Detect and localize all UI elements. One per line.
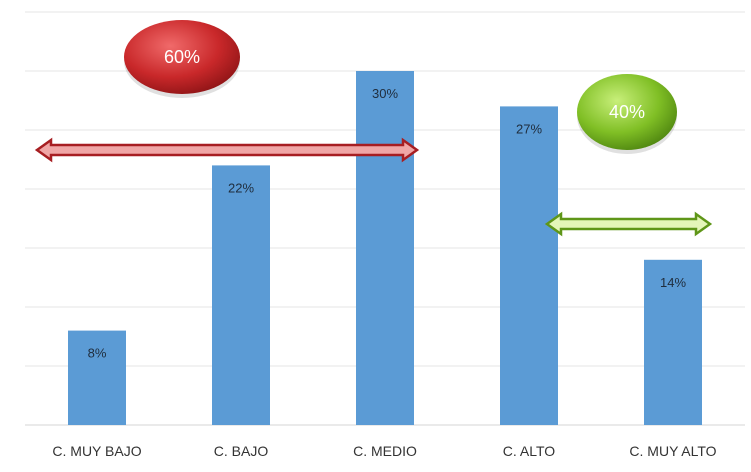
annotations: 60% 40%	[34, 20, 713, 237]
x-tick-label: C. MEDIO	[353, 443, 417, 459]
data-labels: 8% 22% 30% 27% 14%	[88, 86, 687, 361]
bars	[68, 71, 702, 426]
bar	[644, 259, 702, 425]
bar	[212, 165, 270, 425]
bar	[500, 106, 558, 426]
badge-label: 60%	[164, 47, 200, 67]
badge-oval	[577, 74, 677, 150]
bar	[356, 71, 414, 425]
data-label: 30%	[372, 86, 398, 101]
data-label: 8%	[88, 346, 107, 361]
x-tick-label: C. MUY BAJO	[52, 443, 141, 459]
x-tick-label: C. MUY ALTO	[629, 443, 716, 459]
data-label: 14%	[660, 275, 686, 290]
data-label: 22%	[228, 180, 254, 195]
x-tick-label: C. BAJO	[214, 443, 269, 459]
x-tick-label: C. ALTO	[503, 443, 556, 459]
bar	[68, 330, 126, 425]
double-arrow-red	[34, 137, 420, 163]
data-label: 27%	[516, 121, 542, 136]
badge-label: 40%	[609, 102, 645, 122]
badge-oval	[124, 20, 240, 94]
x-axis-labels: C. MUY BAJO C. BAJO C. MEDIO C. ALTO C. MUY …	[52, 443, 716, 459]
double-arrow-green	[544, 211, 713, 237]
